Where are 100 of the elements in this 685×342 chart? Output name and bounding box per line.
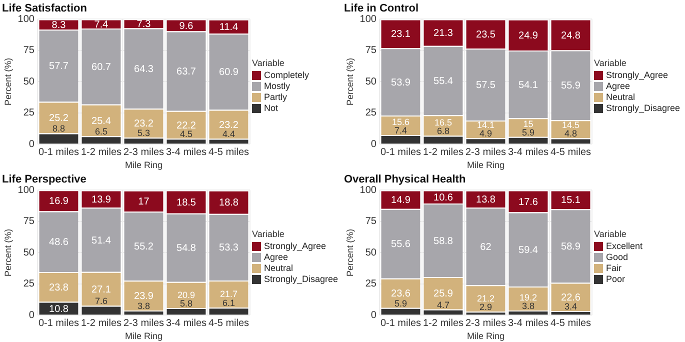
data-label: 22.2	[176, 120, 196, 132]
data-label: 23.8	[49, 282, 69, 294]
data-label: 22.6	[561, 292, 581, 304]
data-label: 4.5	[180, 129, 193, 140]
data-label: 63.7	[176, 66, 196, 78]
y-tick-label: 25	[365, 278, 377, 290]
data-label: 5.9	[394, 298, 407, 308]
legend-label: Neutral	[264, 262, 294, 274]
chart-title: Overall Physical Health	[344, 174, 466, 186]
data-label: 55.6	[391, 239, 411, 250]
data-label: 53.9	[391, 77, 411, 88]
y-tick-label: 100	[360, 184, 377, 196]
y-tick-label: 100	[18, 184, 35, 196]
y-tick-label: 75	[23, 216, 35, 228]
data-label: 53.3	[219, 242, 239, 254]
data-label: 60.7	[92, 62, 112, 73]
legend-label: Neutral	[606, 92, 636, 102]
y-tick-label: 50	[365, 247, 377, 258]
y-tick-label: 0	[28, 138, 35, 150]
y-tick-label: 100	[360, 14, 377, 25]
data-label: 6.8	[436, 126, 450, 136]
x-tick-label: 3-4 miles	[166, 146, 207, 158]
data-label: 25.4	[92, 116, 112, 127]
legend-title: Variable	[594, 228, 628, 240]
y-tick-label: 75	[365, 45, 377, 56]
y-tick-label: 75	[365, 216, 377, 228]
x-tick-label: 3-4 miles	[508, 318, 549, 329]
legend-label: Agree	[264, 252, 288, 262]
data-label: 57.7	[49, 61, 69, 72]
x-tick-label: 0-1 miles	[380, 146, 422, 158]
data-label: 4.8	[564, 128, 578, 139]
data-label: 7.3	[136, 19, 152, 30]
data-label: 16.9	[49, 196, 69, 208]
data-label: 55.4	[434, 76, 454, 88]
data-label: 25.9	[434, 288, 454, 300]
y-tick-label: 25	[23, 108, 35, 119]
data-label: 19.2	[519, 292, 538, 302]
data-label: 17	[138, 196, 150, 208]
data-label: 24.8	[561, 30, 581, 42]
x-tick-label: 4-5 miles	[208, 318, 250, 329]
legend-label: Good	[606, 252, 628, 262]
legend-label: Completely	[264, 70, 310, 80]
data-label: 23.2	[219, 120, 239, 131]
x-tick-label: 1-2 miles	[422, 146, 464, 158]
x-tick-label: 3-4 miles	[166, 318, 207, 329]
data-label: 57.5	[476, 80, 496, 92]
data-label: 27.1	[92, 284, 112, 296]
x-tick-label: 4-5 miles	[550, 318, 592, 329]
x-tick-label: 2-3 miles	[465, 318, 506, 329]
data-label: 15	[523, 118, 534, 129]
data-label: 24.9	[518, 30, 538, 42]
x-tick-label: 2-3 miles	[123, 146, 164, 158]
legend-label: Strongly_Agree	[606, 70, 668, 80]
data-label: 62	[480, 242, 492, 253]
data-label: 23.6	[391, 288, 411, 300]
legend-label: Poor	[606, 274, 626, 284]
data-label: 7.6	[94, 296, 108, 306]
y-tick-label: 75	[23, 45, 35, 56]
y-tick-label: 50	[23, 247, 35, 258]
data-label: 17.6	[518, 196, 538, 208]
data-label: 23.2	[134, 118, 154, 130]
data-label: 23.5	[476, 29, 496, 40]
x-tick-label: 4-5 miles	[208, 146, 250, 158]
data-label: 64.3	[134, 64, 154, 75]
y-tick-label: 0	[370, 310, 377, 321]
data-label: 15.6	[392, 116, 410, 127]
data-label: 59.4	[518, 244, 538, 256]
data-label: 16.5	[434, 118, 452, 128]
data-label: 10.8	[49, 304, 69, 315]
y-tick-label: 50	[365, 76, 377, 88]
chart-title: Life Satisfaction	[2, 2, 88, 15]
data-label: 51.4	[92, 235, 112, 246]
data-label: 23.1	[391, 29, 411, 40]
x-tick-label: 2-3 miles	[465, 146, 506, 158]
y-axis-title: Percent (%)	[2, 58, 13, 106]
legend-label: Fair	[606, 262, 622, 274]
legend-label: Strongly_Agree	[264, 240, 326, 252]
data-label: 3.4	[564, 301, 578, 312]
x-tick-label: 2-3 miles	[123, 318, 164, 329]
data-label: 4.7	[436, 300, 450, 310]
data-label: 8.8	[52, 124, 65, 134]
data-label: 3.8	[522, 300, 535, 311]
data-label: 8.3	[52, 20, 66, 31]
data-label: 60.9	[219, 67, 239, 78]
y-tick-label: 50	[23, 76, 35, 88]
data-label: 14.5	[562, 120, 580, 130]
legend-label: Not	[264, 102, 278, 114]
data-label: 58.8	[434, 236, 454, 247]
y-tick-label: 100	[18, 14, 35, 25]
y-tick-label: 25	[23, 278, 35, 290]
legend-label: Agree	[606, 80, 630, 92]
x-tick-label: 1-2 miles	[80, 146, 122, 158]
data-label: 9.6	[179, 20, 194, 32]
data-label: 48.6	[49, 237, 69, 248]
data-label: 25.2	[49, 113, 69, 124]
x-tick-label: 0-1 miles	[380, 318, 422, 329]
y-tick-label: 0	[370, 138, 377, 150]
data-label: 6.1	[222, 298, 236, 308]
data-label: 5.8	[180, 298, 193, 308]
data-label: 4.4	[222, 129, 236, 140]
